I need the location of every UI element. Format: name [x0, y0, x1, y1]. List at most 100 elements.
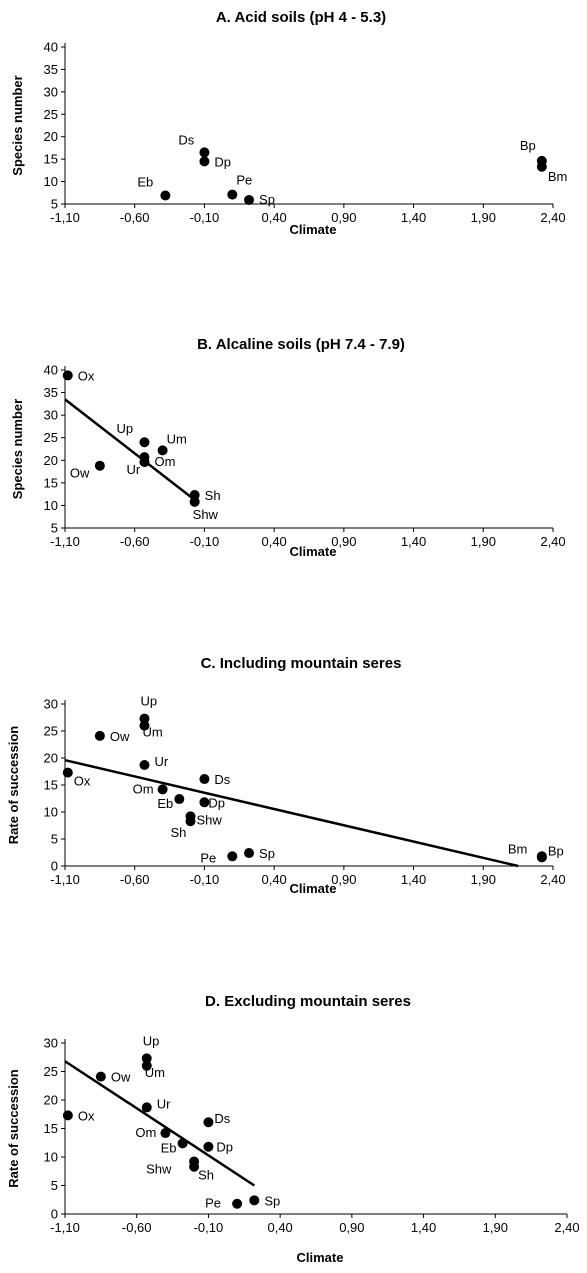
data-point-up: [139, 713, 150, 724]
point-label-up: Up: [116, 421, 133, 436]
x-tick-label: -0,60: [122, 1220, 152, 1235]
y-axis-label: Rate of succession: [6, 726, 21, 845]
x-tick-label: 2,40: [554, 1220, 579, 1235]
point-label-um: Um: [167, 431, 187, 446]
x-tick-label: 1,40: [401, 534, 426, 549]
point-label-ow: Ow: [70, 466, 90, 481]
point-label-shw: Shw: [146, 1162, 172, 1177]
point-label-bp: Bp: [548, 843, 564, 858]
y-tick-label: 20: [44, 453, 58, 468]
y-tick-label: 40: [44, 363, 58, 378]
y-tick-label: 10: [44, 498, 58, 513]
point-label-dp: Dp: [216, 1140, 233, 1155]
x-tick-label: -0,10: [190, 872, 220, 887]
point-label-eb: Eb: [137, 174, 153, 189]
y-tick-label: 10: [44, 1150, 58, 1165]
trend-line: [64, 1060, 256, 1187]
x-tick-label: -0,60: [120, 872, 150, 887]
point-label-ox: Ox: [78, 1108, 95, 1123]
point-label-pe: Pe: [200, 850, 216, 865]
point-label-um: Um: [142, 725, 162, 740]
data-point-bm: [536, 161, 547, 172]
x-tick-label: -1,10: [50, 1220, 80, 1235]
point-label-sp: Sp: [264, 1193, 280, 1208]
y-axis-label: Species number: [10, 399, 25, 499]
data-point-up: [139, 437, 150, 448]
x-tick-label: 0,90: [331, 872, 356, 887]
point-label-ur: Ur: [157, 1096, 171, 1111]
data-point-ds: [199, 147, 210, 158]
data-point-ox: [62, 767, 73, 778]
data-point-om: [160, 1128, 171, 1139]
data-point-pe: [232, 1198, 243, 1209]
x-tick-label: -0,10: [194, 1220, 224, 1235]
x-tick-label: 0,90: [331, 534, 356, 549]
x-axis-label: Climate: [290, 222, 337, 237]
point-label-ur: Ur: [126, 462, 140, 477]
x-tick-label: 2,40: [540, 534, 565, 549]
data-point-dp: [203, 1141, 214, 1152]
x-tick-label: -0,60: [120, 210, 150, 225]
point-label-ds: Ds: [214, 772, 230, 787]
x-tick-label: 1,90: [471, 210, 496, 225]
point-label-dp: Dp: [214, 154, 231, 169]
y-tick-label: 0: [51, 859, 58, 874]
trend-line: [64, 398, 200, 505]
x-tick-label: 2,40: [540, 872, 565, 887]
y-tick-label: 30: [44, 408, 58, 423]
y-tick-label: 25: [44, 1064, 58, 1079]
y-tick-label: 35: [44, 385, 58, 400]
y-tick-label: 30: [44, 1036, 58, 1051]
data-point-dp: [199, 156, 210, 167]
point-label-sh: Sh: [198, 1168, 214, 1183]
data-point-ds: [203, 1117, 214, 1128]
x-tick-label: -1,10: [50, 534, 80, 549]
chart-title: C. Including mountain seres: [201, 655, 402, 672]
chart-title: D. Excluding mountain seres: [205, 993, 411, 1010]
data-point-ox: [62, 1110, 73, 1121]
y-tick-label: 5: [51, 197, 58, 212]
point-label-eb: Eb: [161, 1140, 177, 1155]
y-tick-label: 10: [44, 174, 58, 189]
data-point-ow: [94, 460, 105, 471]
y-tick-label: 30: [44, 697, 58, 712]
point-label-pe: Pe: [205, 1196, 221, 1211]
point-label-om: Om: [135, 1125, 156, 1140]
x-tick-label: -0,10: [190, 210, 220, 225]
trend-line: [64, 758, 519, 868]
y-tick-label: 15: [44, 152, 58, 167]
y-axis-label: Rate of succession: [6, 1069, 21, 1188]
data-point-ur: [139, 457, 150, 468]
data-point-sh: [189, 1161, 200, 1172]
point-label-pe: Pe: [236, 173, 252, 188]
data-point-um: [139, 720, 150, 731]
point-label-sh: Sh: [170, 825, 186, 840]
x-tick-label: 2,40: [540, 210, 565, 225]
data-point-eb: [174, 794, 185, 805]
y-tick-label: 15: [44, 1121, 58, 1136]
chart-title: B. Alcaline soils (pH 7.4 - 7.9): [197, 336, 405, 353]
y-tick-label: 20: [44, 129, 58, 144]
data-point-ox: [62, 370, 73, 381]
point-label-ds: Ds: [214, 1111, 230, 1126]
point-label-ow: Ow: [110, 729, 130, 744]
x-tick-label: 1,90: [483, 1220, 508, 1235]
y-tick-label: 0: [51, 1207, 58, 1222]
point-label-om: Om: [133, 781, 154, 796]
y-tick-label: 20: [44, 751, 58, 766]
data-point-pe: [227, 189, 238, 200]
point-label-up: Up: [143, 1033, 160, 1048]
point-label-bp: Bp: [520, 138, 536, 153]
y-tick-label: 25: [44, 430, 58, 445]
data-point-ow: [94, 730, 105, 741]
point-label-dp: Dp: [208, 795, 225, 810]
x-tick-label: -1,10: [50, 872, 80, 887]
y-tick-label: 30: [44, 84, 58, 99]
y-tick-label: 25: [44, 107, 58, 122]
x-tick-label: 1,40: [411, 1220, 436, 1235]
y-tick-label: 5: [51, 521, 58, 536]
chart-panel-a: A. Acid soils (pH 4 - 5.3) -1,10 -0,60 -0,1…: [10, 9, 567, 237]
y-tick-label: 35: [44, 62, 58, 77]
point-label-om: Om: [154, 454, 175, 469]
y-tick-label: 5: [51, 1178, 58, 1193]
